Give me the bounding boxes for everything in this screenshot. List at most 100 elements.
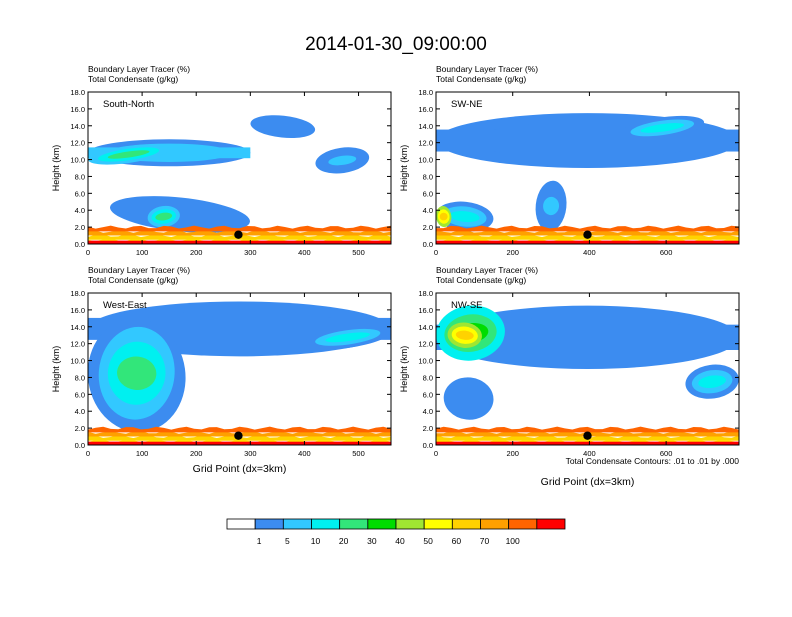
x-tick-label: 400 [583, 449, 596, 458]
chart-panel: 0.0 2.0 4.0 6.0 8.0 10.0 12.0 14.0 16.0 18.0 0 100 2… [51, 64, 392, 257]
y-tick-label: 0.0 [423, 441, 433, 450]
panels: 0.0 2.0 4.0 6.0 8.0 10.0 12.0 14.0 16.0 18.0 0 100 2… [51, 64, 740, 488]
panel-header-line2: Total Condensate (g/kg) [88, 74, 178, 84]
chart-panel: 0.0 2.0 4.0 6.0 8.0 10.0 12.0 14.0 16.0 18.0 0 200 4… [399, 265, 740, 488]
y-tick-label: 14.0 [418, 122, 433, 131]
field-blob [107, 150, 150, 159]
surface-core [436, 441, 739, 445]
field-blob [640, 123, 685, 133]
y-tick-label: 10.0 [70, 156, 85, 165]
colorbar-box [480, 518, 510, 530]
x-tick-label: 500 [352, 449, 365, 458]
x-tick-label: 200 [506, 449, 519, 458]
x-tick-label: 600 [660, 449, 673, 458]
colorbar-label: 60 [452, 536, 462, 546]
location-marker [583, 230, 592, 239]
colorbar-label: 50 [423, 536, 433, 546]
y-tick-label: 12.0 [418, 340, 433, 349]
y-tick-label: 8.0 [423, 373, 433, 382]
y-tick-label: 6.0 [75, 189, 85, 198]
field-blob [449, 211, 480, 223]
field-blob [455, 390, 482, 407]
y-tick-label: 10.0 [70, 357, 85, 366]
plot-frame [87, 91, 392, 245]
surface-layer [436, 225, 739, 232]
y-tick-label: 2.0 [423, 223, 433, 232]
field-band [436, 129, 739, 152]
panel-header-line1: Boundary Layer Tracer (%) [88, 265, 190, 275]
y-tick-label: 4.0 [75, 206, 85, 215]
x-axis-label: Grid Point (dx=3km) [193, 463, 287, 475]
panel-header-line1: Boundary Layer Tracer (%) [88, 64, 190, 74]
y-tick-label: 16.0 [70, 105, 85, 114]
x-tick-label: 200 [506, 248, 519, 257]
panel-header-line2: Total Condensate (g/kg) [436, 275, 526, 285]
colorbar-box [254, 518, 284, 530]
field-blob [328, 155, 357, 166]
x-tick-label: 0 [434, 248, 438, 257]
colorbar-box [311, 518, 341, 530]
y-tick-label: 2.0 [423, 424, 433, 433]
surface-layer [88, 225, 391, 232]
x-axis-label: Grid Point (dx=3km) [541, 476, 635, 488]
y-tick-label: 4.0 [75, 407, 85, 416]
x-tick-label: 0 [86, 248, 90, 257]
y-tick-label: 8.0 [75, 172, 85, 181]
panel-header-line2: Total Condensate (g/kg) [436, 74, 526, 84]
field-blob [439, 212, 448, 221]
figure-title: 2014-01-30_09:00:00 [305, 34, 487, 55]
x-tick-label: 200 [190, 248, 203, 257]
location-marker [234, 230, 243, 239]
colorbar-box [423, 518, 453, 530]
colorbar-label: 5 [285, 536, 290, 546]
panel-header-line1: Boundary Layer Tracer (%) [436, 64, 538, 74]
chart-panel: 0.0 2.0 4.0 6.0 8.0 10.0 12.0 14.0 16.0 18.0 0 100 2… [51, 265, 392, 475]
x-tick-label: 400 [583, 248, 596, 257]
y-tick-label: 12.0 [70, 139, 85, 148]
colorbar-label: 20 [339, 536, 349, 546]
plot-frame [435, 91, 740, 245]
colorbar-box [451, 518, 481, 530]
colorbar-label: 40 [395, 536, 405, 546]
field-layer [436, 113, 739, 244]
colorbar-label: 10 [311, 536, 321, 546]
colorbar-box [536, 518, 566, 530]
location-marker [234, 431, 243, 440]
y-tick-label: 0.0 [75, 240, 85, 249]
y-tick-label: 18.0 [418, 88, 433, 97]
colorbar-label: 30 [367, 536, 377, 546]
field-blob [117, 356, 157, 390]
y-tick-label: 14.0 [418, 323, 433, 332]
field-blob [543, 196, 560, 216]
y-axis-label: Height (km) [51, 145, 61, 192]
colorbar-box [367, 518, 397, 530]
y-tick-label: 6.0 [423, 189, 433, 198]
y-tick-label: 8.0 [75, 373, 85, 382]
x-tick-label: 200 [190, 449, 203, 458]
field-band [88, 147, 251, 159]
x-tick-label: 0 [86, 449, 90, 458]
surface-core [88, 240, 391, 244]
field-blob [325, 332, 371, 343]
y-axis-label: Height (km) [399, 145, 409, 192]
field-blob [155, 212, 173, 221]
x-tick-label: 100 [136, 248, 149, 257]
y-tick-label: 18.0 [418, 289, 433, 298]
y-tick-label: 4.0 [423, 206, 433, 215]
field-layer [88, 301, 391, 445]
field-blob [265, 122, 300, 131]
field-blob [698, 375, 727, 388]
field-blob [455, 330, 474, 340]
x-tick-label: 100 [136, 449, 149, 458]
panel-label: SW-NE [451, 99, 483, 110]
y-tick-label: 14.0 [70, 122, 85, 131]
plot-frame [435, 292, 740, 446]
y-axis-label: Height (km) [399, 346, 409, 393]
y-tick-label: 18.0 [70, 88, 85, 97]
y-tick-label: 6.0 [75, 390, 85, 399]
x-tick-label: 400 [298, 248, 311, 257]
y-tick-label: 0.0 [75, 441, 85, 450]
y-tick-label: 0.0 [423, 240, 433, 249]
y-tick-label: 18.0 [70, 289, 85, 298]
